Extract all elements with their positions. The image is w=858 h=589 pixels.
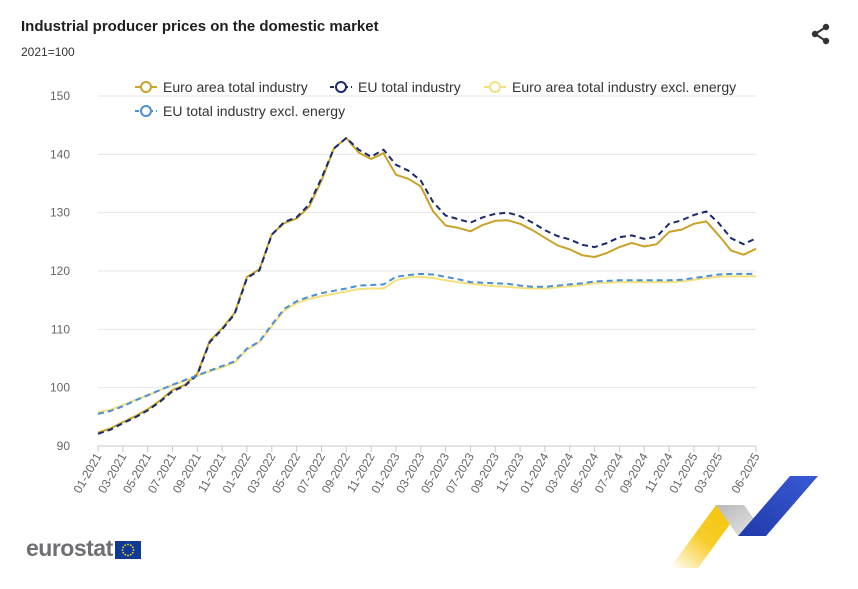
chart-subtitle: 2021=100 [21, 45, 75, 59]
y-tick-label: 130 [50, 206, 70, 220]
flag-star [131, 545, 134, 548]
series-line[interactable] [97, 275, 756, 414]
legend-item[interactable]: EU total industry excl. energy [135, 103, 345, 119]
flag-star [132, 548, 135, 551]
x-axis: 01-202103-202105-202107-202109-202111-20… [70, 446, 763, 496]
flag-star [124, 553, 126, 556]
legend-marker [489, 81, 501, 93]
share-icon [811, 23, 830, 45]
series-lines [97, 137, 757, 435]
flag-star [121, 548, 124, 551]
chart-title: Industrial producer prices on the domest… [21, 18, 379, 35]
legend-label: Euro area total industry excl. energy [512, 79, 736, 95]
y-tick-label: 100 [50, 381, 70, 395]
decorative-ribbon [670, 476, 818, 568]
series-line[interactable] [97, 137, 757, 435]
legend-label: EU total industry [358, 79, 461, 95]
y-axis: 90 100 110 120 130 140 150 [50, 89, 70, 453]
eurostat-logo[interactable]: eurostat [26, 535, 141, 562]
y-tick-label: 140 [50, 147, 70, 161]
flag-star [122, 545, 124, 548]
y-tick-label: 120 [50, 264, 70, 278]
logo-text: eurostat [26, 535, 113, 561]
legend-label: Euro area total industry [163, 79, 308, 95]
legend-marker [140, 105, 152, 117]
flag-star [129, 553, 132, 556]
y-tick-label: 90 [57, 439, 71, 453]
grid-lines [98, 95, 756, 447]
legend-item[interactable]: Euro area total industry excl. energy [484, 79, 736, 95]
legend-marker [140, 81, 152, 93]
flag-star [126, 554, 129, 556]
flag-star [131, 551, 134, 554]
y-tick-label: 150 [50, 89, 70, 103]
flag-star [124, 543, 126, 546]
legend-item[interactable]: EU total industry [330, 79, 461, 95]
series-line[interactable] [97, 137, 757, 434]
flag-star [126, 543, 129, 545]
share-button[interactable] [809, 22, 833, 46]
series-line[interactable] [97, 272, 756, 415]
y-tick-label: 110 [51, 322, 70, 336]
legend-marker [335, 81, 347, 93]
flag-star [129, 543, 132, 546]
flag-star [122, 551, 124, 554]
eu-flag-icon [114, 540, 141, 559]
legend-label: EU total industry excl. energy [163, 103, 345, 119]
legend: Euro area total industry EU total industr… [135, 79, 736, 119]
legend-item[interactable]: Euro area total industry [135, 79, 308, 95]
